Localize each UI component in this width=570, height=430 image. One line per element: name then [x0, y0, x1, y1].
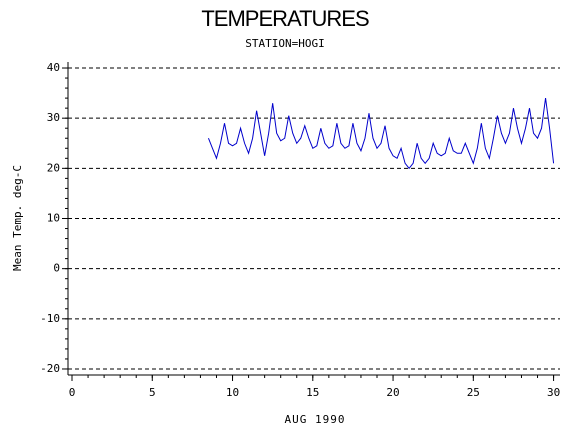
y-tick-label: -20 [40, 362, 60, 375]
x-tick-label: 20 [386, 386, 399, 399]
y-tick-label: 30 [47, 111, 60, 124]
x-tick-label: 30 [547, 386, 560, 399]
y-tick-label: 20 [47, 161, 60, 174]
x-tick-label: 0 [69, 386, 76, 399]
y-tick-label: -10 [40, 312, 60, 325]
y-tick-label: 10 [47, 212, 60, 225]
x-tick-label: 25 [467, 386, 480, 399]
x-tick-label: 15 [306, 386, 319, 399]
y-tick-label: 40 [47, 61, 60, 74]
chart-title: TEMPERATURES [201, 6, 369, 31]
x-tick-label: 10 [226, 386, 239, 399]
x-tick-label: 5 [149, 386, 156, 399]
y-axis-label: Mean Temp. deg-C [11, 165, 24, 271]
x-axis-label: AUG 1990 [285, 413, 346, 426]
data-line [207, 98, 555, 170]
chart-subtitle: STATION=HOGI [245, 37, 324, 50]
y-tick-label: 0 [53, 262, 60, 275]
